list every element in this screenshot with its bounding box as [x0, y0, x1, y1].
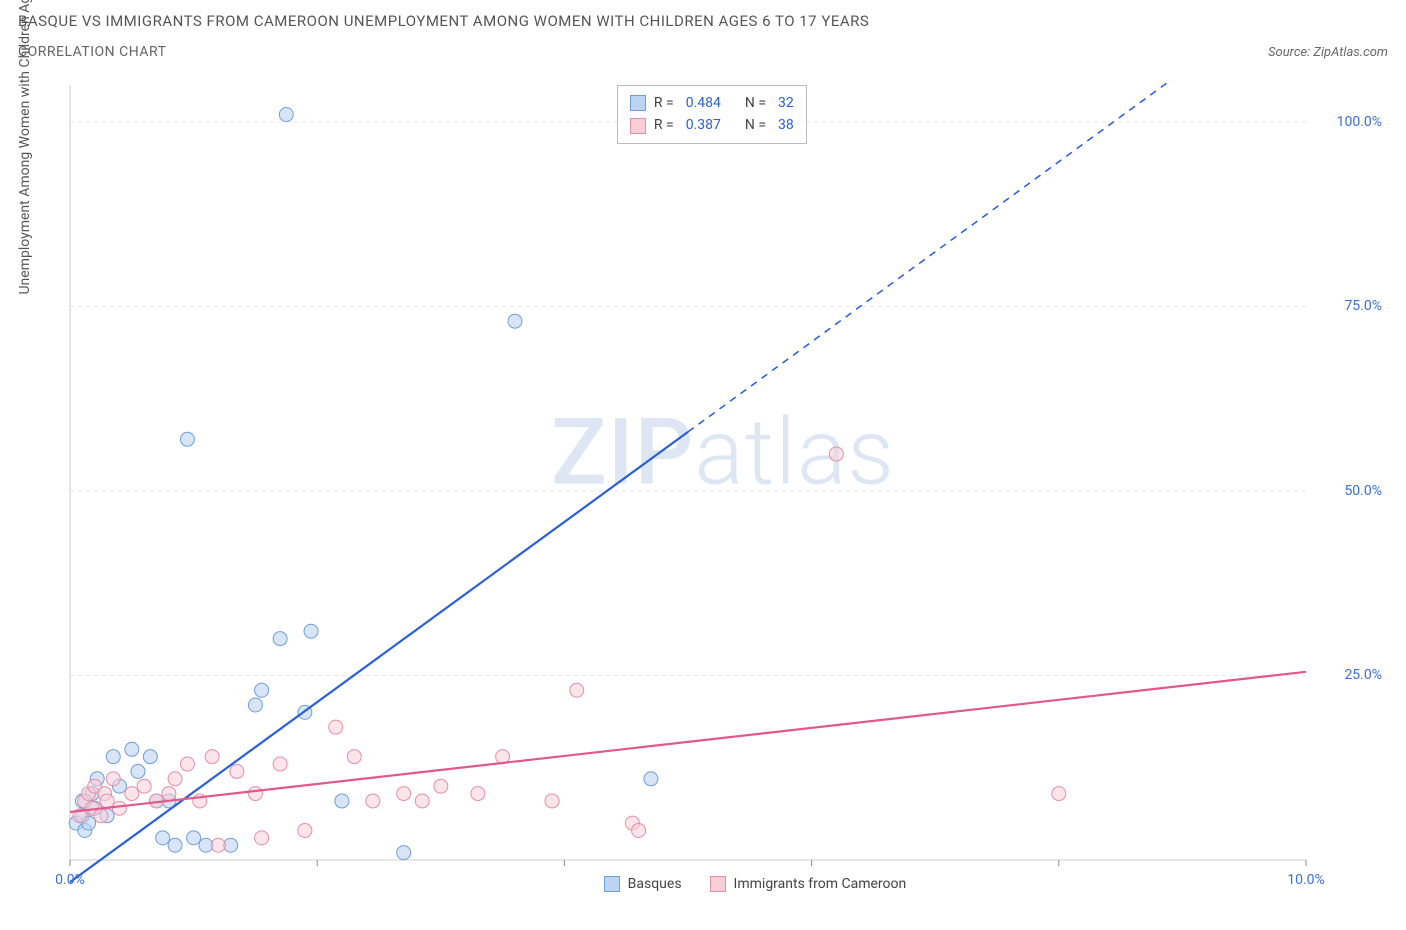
r-label: R = [654, 92, 674, 114]
stats-swatch-icon [630, 118, 646, 134]
legend-swatch-icon [710, 876, 726, 892]
legend-label: Basques [628, 876, 682, 892]
chart-area: Unemployment Among Women with Children A… [60, 80, 1386, 890]
scatter-plot [60, 80, 1386, 890]
y-tick-label: 50.0% [1344, 483, 1382, 499]
x-tick-label: 0.0% [55, 872, 85, 888]
r-value: 0.387 [686, 114, 721, 136]
y-tick-label: 25.0% [1344, 667, 1382, 683]
stats-row: R = 0.484 N = 32 [630, 92, 794, 114]
legend-item: Immigrants from Cameroon [710, 876, 907, 892]
stats-row: R = 0.387 N = 38 [630, 114, 794, 136]
n-label: N = [745, 114, 766, 136]
y-axis-label: Unemployment Among Women with Children A… [17, 0, 33, 295]
chart-subtitle: CORRELATION CHART [18, 44, 166, 60]
legend-item: Basques [604, 876, 682, 892]
series-legend: Basques Immigrants from Cameroon [604, 876, 907, 892]
legend-label: Immigrants from Cameroon [734, 876, 907, 892]
stats-swatch-icon [630, 95, 646, 111]
n-label: N = [745, 92, 766, 114]
legend-swatch-icon [604, 876, 620, 892]
chart-title: BASQUE VS IMMIGRANTS FROM CAMEROON UNEMP… [18, 12, 1388, 30]
y-tick-label: 75.0% [1344, 298, 1382, 314]
x-tick-label: 10.0% [1287, 872, 1325, 888]
y-tick-label: 100.0% [1337, 114, 1382, 130]
n-value: 38 [778, 114, 794, 136]
source-attribution: Source: ZipAtlas.com [1268, 45, 1388, 60]
r-label: R = [654, 114, 674, 136]
r-value: 0.484 [686, 92, 721, 114]
n-value: 32 [778, 92, 794, 114]
correlation-stats-box: R = 0.484 N = 32 R = 0.387 N = 38 [617, 85, 807, 144]
